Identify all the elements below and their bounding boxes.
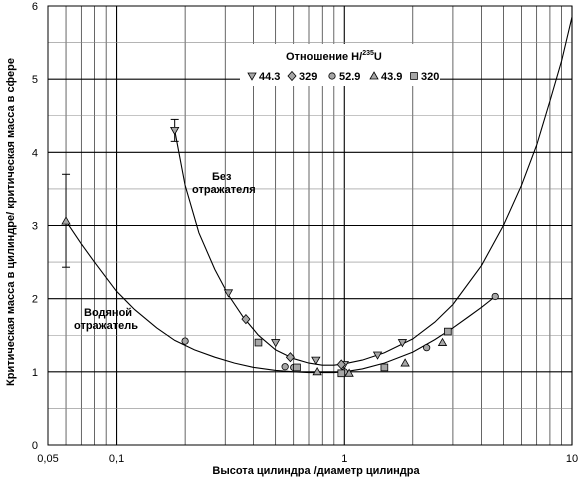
legend-marker-square [410,72,418,80]
legend-title-end: U [374,51,382,63]
annotation-water-line-1: Водяной [84,307,132,319]
x-tick-label: 10 [566,453,578,465]
data-point-triangle-down [372,351,383,360]
y-tick-labels: 0 1 2 3 4 5 6 [32,1,38,452]
data-point-triangle-up [437,337,448,346]
data-point-triangle-up [400,358,410,367]
data-point-circle [423,344,431,352]
x-tick-label: 1 [341,453,347,465]
data-point-square [337,369,346,378]
legend-background [240,44,440,86]
y-axis-label: Критическая масса в цилиндре/ критическа… [5,58,17,386]
data-point-square [380,363,389,372]
data-point-triangle-up [61,216,71,225]
annotation-water: Водяной отражатель [74,307,138,332]
legend-marker-triangle-down [247,72,257,81]
y-tick-label: 0 [32,440,38,452]
annotation-bare: Без отражателя [192,171,256,196]
legend: Отношение H/235U 44.3 329 52.9 43.9 320 [240,44,440,86]
y-tick-label: 5 [32,74,38,86]
legend-label: 44.3 [259,71,280,83]
plot-frame [47,5,573,446]
data-point-square [444,327,452,336]
data-point-circle [281,363,289,371]
data-point-diamond [241,314,251,325]
data-point-diamond [285,352,295,363]
data-point-diamond [336,359,346,370]
x-axis-label: Высота цилиндра /диаметр цилиндра [212,465,420,477]
data-point-square [254,338,263,347]
legend-label: 43.9 [381,71,402,83]
legend-entries: 44.3 329 52.9 43.9 320 [247,70,439,83]
data-point-triangle-down [397,339,408,348]
legend-title-main: Отношение H/ [286,51,362,63]
data-points [61,126,499,378]
data-point-circle [491,292,499,301]
data-point-triangle-up [344,368,354,377]
legend-marker-circle [328,72,336,80]
legend-title-sup: 235 [362,50,374,57]
x-tick-labels: 0,05 0,1 1 10 [37,453,578,465]
y-tick-label: 6 [32,1,38,13]
legend-marker-triangle-up [369,71,379,80]
data-point-triangle-down [271,339,281,348]
data-point-triangle-up [312,367,322,376]
data-point-triangle-down [311,356,321,365]
legend-title: Отношение H/235U [286,50,382,63]
y-tick-label: 3 [32,221,38,233]
y-tick-label: 4 [32,147,38,159]
annotation-water-line-2: отражатель [74,320,138,332]
data-point-square [293,363,301,372]
data-point-triangle-down [169,126,180,136]
x-tick-label: 0,1 [109,453,124,465]
y-tick-label: 2 [32,294,38,306]
legend-label: 320 [421,71,439,83]
curve-water [65,220,496,374]
legend-marker-diamond [287,70,297,82]
annotation-bare-line-2: отражателя [192,184,256,196]
data-point-circle [181,337,189,345]
x-tick-label: 0,05 [37,453,58,465]
annotation-bare-line-1: Без [212,171,232,183]
legend-label: 329 [299,71,317,83]
legend-label: 52.9 [339,71,360,83]
y-tick-label: 1 [32,367,38,379]
data-point-triangle-down [223,289,234,298]
